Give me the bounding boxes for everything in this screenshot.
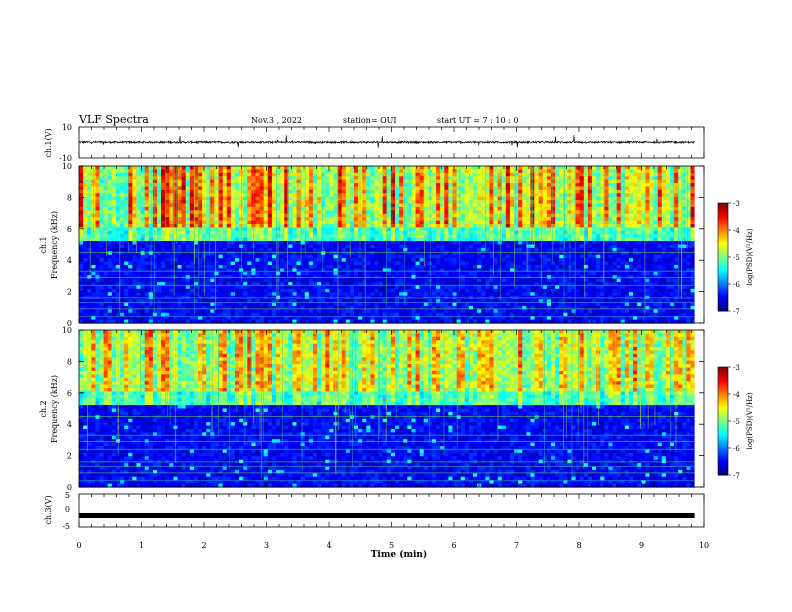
ch3-waveform-ylabel: ch.3(V) [44,495,53,524]
ch1-waveform-line [79,135,695,148]
ch1-colorbar-tick: -5 [733,254,740,262]
time-axis-tick-label: 2 [201,541,206,550]
ch1-colorbar-label: log(PSD)(V²/Hz) [746,228,754,285]
ch1-spectrogram-heatmap [79,166,704,324]
ch1-colorbar-tick: -4 [733,227,740,235]
spectrogram-ytick-label: 8 [67,357,72,366]
ch2-colorbar-tick: -5 [733,418,740,426]
ch2-spectrogram-ylabel: Frequency (kHz) [50,375,59,443]
ch1-spectrogram-ylabel: Frequency (kHz) [50,211,59,279]
ch1-colorbar-tick: -3 [733,200,740,208]
ch2-colorbar-tick: -3 [733,364,740,372]
ch1-waveform-ylabel: ch.1(V) [44,128,53,157]
ch2-colorbar: -3 -4 -5 -6 -7 log(PSD)(V²/Hz) [717,364,754,480]
ch3-waveform-frame [78,493,705,528]
spectrogram-ytick-label: 4 [67,256,72,265]
ch2-colorbar-label: log(PSD)(V²/Hz) [746,392,754,449]
start-time-label: start UT = 7 : 10 : 0 [437,116,518,125]
ch2-spectrogram-heatmap [79,330,704,488]
spectrogram-ytick-label: 8 [67,193,72,202]
time-axis-label: Time (min) [371,549,428,560]
spectrogram-ytick-label: 2 [67,288,72,297]
spectrogram-ytick-label: 6 [67,225,72,234]
spectrogram-ytick-label: 10 [62,326,72,335]
ch2-colorbar-tick: -4 [733,391,740,399]
ch1-waveform-panel: 10 -10 ch.1(V) [44,123,705,163]
figure-title: VLF Spectra [78,113,149,126]
ch3-waveform-panel: 5 0 -5 ch.3(V) [44,491,705,531]
time-axis-tick-label: 10 [699,541,709,550]
time-axis-tick-label: 6 [451,541,456,550]
ch1-waveform-trace [79,135,695,148]
time-axis-tick-label: 1 [139,541,144,550]
time-axis-tick-label: 4 [326,541,331,550]
ch1-colorbar: -3 -4 -5 -6 -7 log(PSD)(V²/Hz) [717,200,754,316]
time-axis-tick-label: 5 [389,541,394,550]
time-axis-tick-label: 0 [76,541,81,550]
ch2-colorbar-tick: -6 [733,445,740,453]
ch1-spectrogram-panel: 0 2 4 6 8 10 ch.1 Frequency (kHz) -3 -4 -5 -6 -7 l… [39,162,754,328]
ch2-colorbar-tick: -7 [733,472,740,480]
ch2-spectrogram-panel: 0 2 4 6 8 10 ch.2 Frequency (kHz) -3 -4 -5 -6 -7 l… [39,326,754,492]
spectrogram-ytick-label: 4 [67,420,72,429]
ch1-spectrogram-yticks: 0 2 4 6 8 10 [62,162,704,328]
ch1-ytick-bottom: -10 [59,154,72,163]
spectrogram-ytick-label: 6 [67,389,72,398]
station-label: station= OUI [343,116,397,125]
spectrogram-ytick-label: 0 [67,483,72,492]
spectrogram-ytick-label: 10 [62,162,72,171]
ch1-ytick-top: 10 [62,123,72,132]
ch3-ytick-top: 5 [65,491,70,500]
time-axis-tick-label: 9 [639,541,644,550]
time-axis-ticks [78,127,705,527]
time-axis-tick-labels: 0 1 2 3 4 5 6 7 8 9 10 [76,541,709,550]
ch1-spectrogram-channel-label: ch.1 [39,236,48,253]
time-axis-tick-label: 8 [576,541,581,550]
spectrogram-ytick-label: 0 [67,319,72,328]
date-label: Nov.3 , 2022 [251,116,302,125]
time-axis-tick-label: 7 [514,541,519,550]
ch3-ytick-bottom: -5 [62,522,70,531]
ch1-colorbar-tick: -6 [733,281,740,289]
spectrogram-ytick-label: 2 [67,452,72,461]
ch2-spectrogram-channel-label: ch.2 [39,400,48,417]
ch2-spectrogram-yticks: 0 2 4 6 8 10 [62,326,704,492]
ch1-colorbar-tick: -7 [733,308,740,316]
time-axis-tick-label: 3 [264,541,269,550]
ch3-ytick-mid: 0 [65,505,70,514]
